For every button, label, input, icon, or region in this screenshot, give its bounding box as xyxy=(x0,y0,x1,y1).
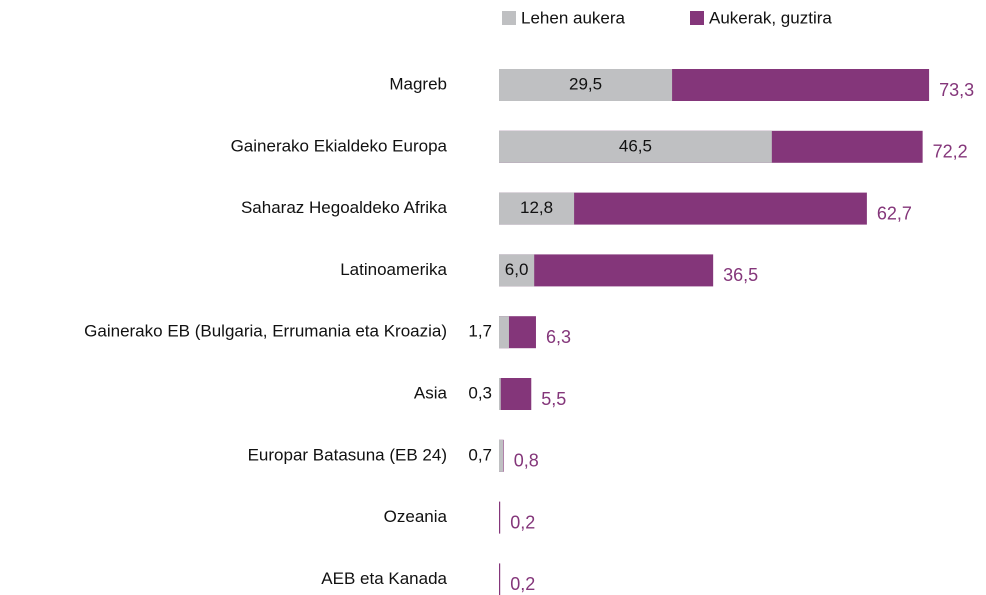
value-label-total: 72,2 xyxy=(933,142,968,162)
legend-label: Aukerak, guztira xyxy=(709,8,832,27)
value-label-total: 0,2 xyxy=(510,512,535,532)
value-label-first: 6,0 xyxy=(505,260,529,279)
bar-first xyxy=(499,69,673,101)
value-label-first: 29,5 xyxy=(569,74,602,93)
bar-first xyxy=(499,192,575,225)
bar-first xyxy=(499,439,504,472)
value-label-first: 0,7 xyxy=(468,445,492,464)
value-label-total: 6,3 xyxy=(546,327,571,347)
bar-total xyxy=(499,254,714,287)
value-label-total: 5,5 xyxy=(541,389,566,409)
category-label: Ozeania xyxy=(384,507,448,526)
legend-swatch xyxy=(690,11,704,25)
bar-total xyxy=(499,378,532,410)
category-label: Europar Batasuna (EB 24) xyxy=(248,445,447,464)
category-label: Asia xyxy=(414,383,448,402)
bar-total xyxy=(499,563,501,595)
category-label: Gainerako EB (Bulgaria, Errumania eta Kr… xyxy=(84,322,447,341)
bar-first xyxy=(499,254,535,287)
value-label-total: 0,2 xyxy=(510,574,535,594)
value-label-total: 0,8 xyxy=(514,451,539,471)
value-label-total: 73,3 xyxy=(939,80,974,100)
category-label: Saharaz Hegoaldeko Afrika xyxy=(241,198,448,217)
value-label-total: 62,7 xyxy=(877,203,912,223)
bar-first xyxy=(499,378,501,410)
bar-first xyxy=(499,130,772,163)
category-label: Gainerako Ekialdeko Europa xyxy=(231,136,448,155)
value-label-first: 0,3 xyxy=(468,383,492,402)
bar-total xyxy=(499,501,501,534)
legend-swatch xyxy=(502,11,516,25)
bar-first xyxy=(499,316,509,349)
legend-label: Lehen aukera xyxy=(521,8,626,27)
category-label: Latinoamerika xyxy=(340,260,447,279)
value-label-first: 12,8 xyxy=(520,198,553,217)
value-label-first: 1,7 xyxy=(468,322,492,341)
category-label: Magreb xyxy=(389,74,447,93)
category-label: AEB eta Kanada xyxy=(321,569,447,588)
value-label-total: 36,5 xyxy=(723,265,758,285)
value-label-first: 46,5 xyxy=(619,136,652,155)
